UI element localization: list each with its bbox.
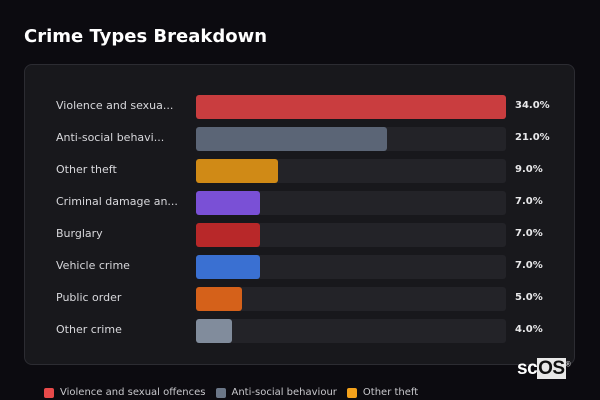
legend-swatch	[215, 387, 226, 398]
bar-track	[196, 159, 506, 183]
bar[interactable]	[196, 127, 388, 151]
bar-track	[196, 255, 506, 279]
value-label: 9.0%	[515, 164, 543, 175]
bar-row: Burglary 7.0%	[25, 223, 574, 247]
logo-text: sc	[517, 358, 538, 379]
logo: scOS®	[517, 358, 571, 380]
bar-track	[196, 191, 506, 215]
bar[interactable]	[196, 319, 233, 343]
value-label: 4.0%	[515, 324, 543, 335]
bar-track	[196, 287, 506, 311]
bar[interactable]	[196, 287, 242, 311]
bar[interactable]	[196, 191, 260, 215]
chart-title: Crime Types Breakdown	[24, 26, 268, 47]
legend-item[interactable]: Anti-social behaviour	[215, 387, 337, 398]
bar-track	[196, 223, 506, 247]
legend-swatch	[346, 387, 357, 398]
bar[interactable]	[196, 223, 260, 247]
legend-item[interactable]: Violence and sexual offences	[44, 387, 206, 398]
category-label: Violence and sexua...	[56, 99, 174, 112]
value-label: 7.0%	[515, 228, 543, 239]
chart-card: Violence and sexua... 34.0% Anti-social b…	[24, 64, 575, 365]
bar-row: Vehicle crime 7.0%	[25, 255, 574, 279]
bar-row: Public order 5.0%	[25, 287, 574, 311]
legend-label: Violence and sexual offences	[60, 387, 206, 398]
value-label: 7.0%	[515, 260, 543, 271]
bar-row: Criminal damage an... 7.0%	[25, 191, 574, 215]
value-label: 7.0%	[515, 196, 543, 207]
category-label: Criminal damage an...	[56, 195, 178, 208]
legend: Violence and sexual offences Anti-social …	[44, 387, 418, 398]
legend-label: Anti-social behaviour	[231, 387, 337, 398]
bar-row: Violence and sexua... 34.0%	[25, 95, 574, 119]
bar[interactable]	[196, 159, 279, 183]
legend-swatch	[44, 387, 54, 398]
bar-row: Other theft 9.0%	[25, 159, 574, 183]
value-label: 34.0%	[515, 100, 550, 111]
bar-row: Anti-social behavi... 21.0%	[25, 127, 574, 151]
bar-row: Other crime 4.0%	[25, 319, 574, 343]
category-label: Other crime	[56, 323, 122, 336]
logo-box: OS	[537, 358, 566, 379]
legend-item[interactable]: Other theft	[346, 387, 419, 398]
category-label: Burglary	[56, 227, 103, 240]
category-label: Other theft	[56, 163, 117, 176]
bar-track	[196, 95, 506, 119]
bar[interactable]	[196, 95, 506, 119]
category-label: Anti-social behavi...	[56, 131, 165, 144]
category-label: Public order	[56, 291, 122, 304]
value-label: 5.0%	[515, 292, 543, 303]
bar-track	[196, 319, 506, 343]
bar[interactable]	[196, 255, 260, 279]
logo-mark: ®	[565, 361, 571, 369]
category-label: Vehicle crime	[56, 259, 130, 272]
value-label: 21.0%	[515, 132, 550, 143]
bar-track	[196, 127, 506, 151]
legend-label: Other theft	[362, 387, 419, 398]
